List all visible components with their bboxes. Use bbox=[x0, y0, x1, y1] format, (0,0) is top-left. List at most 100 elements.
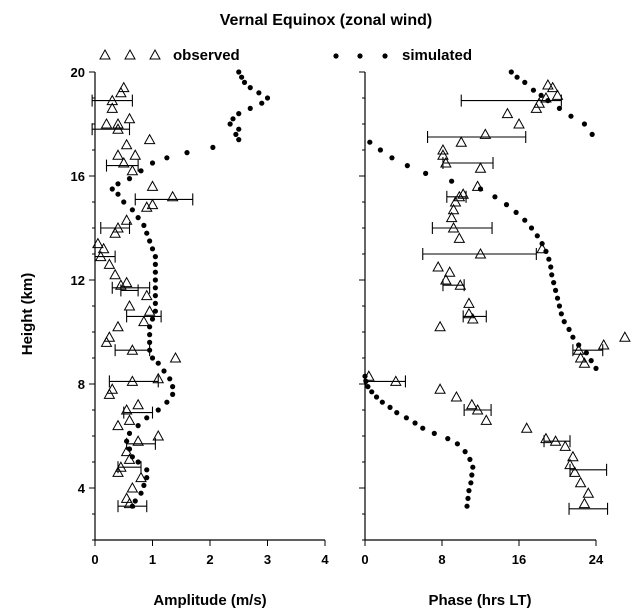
observed-point bbox=[97, 242, 110, 254]
observed-point bbox=[117, 81, 130, 93]
simulated-point bbox=[379, 399, 385, 405]
observed-point bbox=[434, 383, 446, 394]
simulated-point bbox=[164, 155, 170, 161]
simulated-point bbox=[115, 181, 121, 187]
observed-point bbox=[106, 94, 119, 106]
observed-point bbox=[582, 487, 595, 498]
x-tick-label: 8 bbox=[438, 552, 445, 567]
observed-point bbox=[135, 471, 147, 483]
simulated-point bbox=[377, 147, 383, 153]
simulated-point bbox=[236, 69, 242, 75]
simulated-point bbox=[373, 394, 380, 400]
observed-point bbox=[123, 299, 136, 311]
observed-point bbox=[542, 78, 554, 90]
simulated-point bbox=[365, 384, 371, 390]
simulated-point bbox=[466, 488, 472, 494]
simulated-point bbox=[236, 137, 242, 143]
simulated-point bbox=[124, 438, 130, 444]
observed-point bbox=[568, 466, 581, 477]
simulated-point bbox=[149, 355, 156, 361]
observed-point bbox=[474, 247, 487, 259]
simulated-point bbox=[132, 498, 138, 504]
simulated-point bbox=[363, 378, 369, 384]
observed-point bbox=[574, 351, 587, 363]
observed-point bbox=[437, 143, 449, 155]
observed-point bbox=[572, 344, 585, 355]
simulated-point bbox=[152, 293, 158, 299]
simulated-point bbox=[568, 113, 574, 119]
phase-panel: 0 8 16 24 bbox=[359, 69, 631, 567]
observed-point bbox=[115, 461, 127, 472]
observed-point bbox=[126, 164, 139, 176]
simulated-point bbox=[543, 248, 549, 254]
observed-point bbox=[169, 351, 182, 363]
observed-point bbox=[437, 149, 449, 160]
y-tick-label: 20 bbox=[71, 65, 85, 80]
observed-point bbox=[152, 429, 165, 441]
observed-point bbox=[112, 419, 124, 431]
observed-point bbox=[146, 180, 159, 191]
observed-point bbox=[126, 375, 139, 386]
simulated-point bbox=[147, 347, 153, 353]
observed-point bbox=[140, 289, 153, 301]
simulated-point bbox=[431, 430, 437, 436]
simulated-point bbox=[129, 207, 135, 213]
observed-point bbox=[126, 481, 139, 493]
observed-point bbox=[117, 156, 130, 168]
observed-point bbox=[132, 435, 144, 446]
simulated-point bbox=[149, 246, 156, 252]
simulated-point bbox=[152, 261, 158, 267]
x-tick-label: 4 bbox=[321, 552, 329, 567]
simulated-point bbox=[492, 194, 498, 200]
simulated-point bbox=[147, 332, 153, 338]
legend-observed-marker-2 bbox=[124, 48, 136, 60]
observed-point bbox=[533, 97, 546, 108]
simulated-point bbox=[389, 155, 395, 161]
simulated-point bbox=[528, 225, 535, 231]
simulated-point bbox=[239, 74, 245, 80]
simulated-point bbox=[558, 311, 564, 317]
observed-point bbox=[471, 180, 484, 191]
simulated-point bbox=[264, 95, 271, 101]
x-tick-label: 24 bbox=[589, 552, 604, 567]
y-tick-label: 4 bbox=[78, 481, 86, 496]
simulated-point bbox=[394, 410, 400, 416]
simulated-point bbox=[170, 391, 176, 397]
simulated-point bbox=[126, 446, 133, 452]
legend-simulated-marker-1 bbox=[333, 53, 339, 59]
observed-point bbox=[434, 320, 446, 332]
observed-point bbox=[112, 320, 124, 332]
y-axis-label: Height (km) bbox=[19, 273, 36, 356]
simulated-point bbox=[147, 238, 153, 244]
simulated-point bbox=[548, 264, 554, 270]
observed-point bbox=[465, 398, 478, 410]
simulated-point bbox=[589, 131, 595, 137]
simulated-point bbox=[230, 116, 236, 122]
simulated-point bbox=[566, 326, 572, 332]
simulated-point bbox=[256, 90, 262, 96]
simulated-point bbox=[138, 490, 144, 496]
simulated-point bbox=[259, 100, 265, 106]
simulated-point bbox=[583, 350, 589, 356]
observed-point bbox=[479, 128, 492, 139]
simulated-point bbox=[147, 339, 153, 345]
simulated-point bbox=[412, 420, 418, 426]
simulated-point bbox=[551, 280, 557, 286]
legend-simulated-markers bbox=[333, 53, 388, 59]
observed-point bbox=[100, 336, 113, 347]
simulated-point bbox=[129, 503, 135, 509]
observed-point bbox=[100, 117, 113, 129]
simulated-point bbox=[539, 241, 545, 247]
simulated-point bbox=[534, 233, 540, 239]
legend-observed-label: observed bbox=[173, 47, 240, 64]
simulated-point bbox=[538, 92, 544, 98]
observed-point bbox=[115, 86, 127, 98]
observed-point bbox=[567, 450, 579, 462]
simulated-point bbox=[144, 475, 150, 481]
amplitude-x-axis-label: Amplitude (m/s) bbox=[153, 592, 266, 609]
simulated-point bbox=[387, 404, 393, 410]
simulated-point bbox=[155, 360, 161, 366]
observed-point bbox=[578, 497, 591, 509]
simulated-point bbox=[362, 373, 368, 379]
